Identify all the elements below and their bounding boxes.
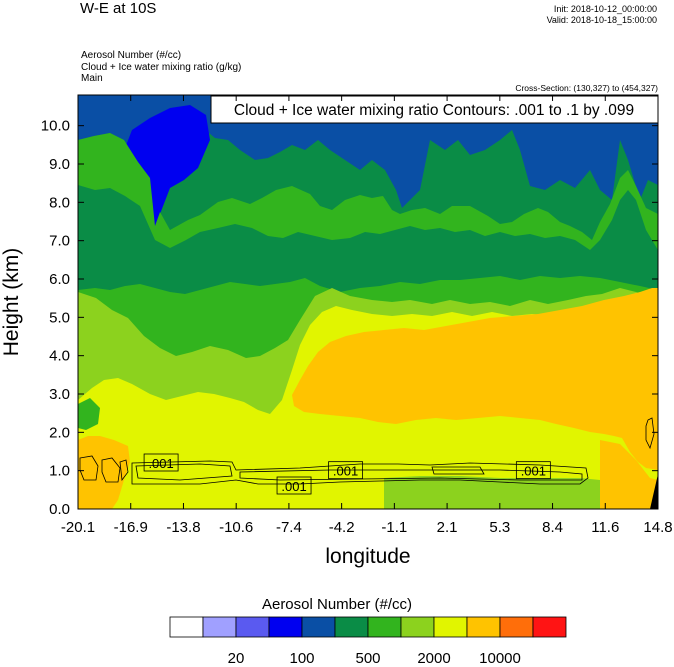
x-tick-label: 5.3 [489, 519, 510, 536]
x-tick-label: -16.9 [114, 519, 148, 536]
colorbar-swatch [268, 616, 303, 638]
y-axis: 0.0 1.0 2.0 3.0 4.0 5.0 6.0 7.0 8.0 9.0 10.0 [41, 118, 658, 518]
init-valid-times: Init: 2018-10-12_00:00:00 Valid: 2018-10… [547, 4, 657, 26]
field-orange-lower-left [78, 436, 130, 509]
contour-inner-1 [135, 463, 233, 481]
cloud-ice-contours [79, 417, 655, 485]
x-tick-label: 2.1 [437, 519, 458, 536]
field-cloud-ice: Cloud + Ice water mixing ratio (g/kg) [81, 61, 242, 73]
chart-title-box [210, 95, 659, 124]
colorbar-swatch [202, 616, 237, 638]
x-axis-label: longitude [325, 545, 410, 568]
colorbar-swatch [235, 616, 270, 638]
colorbar-label: 2000 [417, 650, 451, 667]
colorbar [169, 616, 567, 638]
x-tick-label: 11.6 [591, 519, 619, 536]
contour-label: .001 [333, 464, 358, 479]
x-tick-label: -1.1 [381, 519, 407, 536]
contour-label: .001 [521, 464, 546, 479]
x-tick-label: 14.8 [643, 519, 672, 536]
colorbar-swatch [334, 616, 369, 638]
contour-label: .001 [281, 479, 306, 494]
y-tick-label: 8.0 [49, 194, 70, 211]
field-mid-green [78, 185, 658, 294]
contour-right-edge [645, 417, 655, 450]
x-tick-label: -20.1 [61, 519, 95, 536]
contour-left-2 [101, 457, 121, 483]
colorbar-swatch [400, 616, 435, 638]
colorbar-label: 100 [289, 650, 315, 667]
field-aerosol: Aerosol Number (#/cc) [81, 50, 182, 61]
field-orange [292, 288, 658, 470]
y-tick-label: 6.0 [49, 271, 70, 288]
field-green-left [78, 398, 100, 430]
y-tick-label: 5.0 [49, 309, 70, 326]
y-tick-label: 4.0 [49, 348, 70, 365]
x-tick-label: -13.8 [166, 519, 200, 536]
colorbar-swatch [169, 616, 204, 638]
colorbar-swatch [499, 616, 534, 638]
field-descriptions: Aerosol Number (#/cc) Cloud + Ice water … [81, 50, 241, 85]
y-tick-label: 0.0 [49, 501, 70, 518]
y-tick-label: 1.0 [49, 463, 70, 480]
field-surface-green [384, 476, 600, 509]
y-tick-label: 9.0 [49, 156, 70, 173]
field-right-orange [600, 440, 658, 509]
contour-label-box [143, 453, 179, 472]
colorbar-swatch [433, 616, 468, 638]
y-tick-label: 10.0 [41, 118, 70, 135]
colorbar-swatch [532, 616, 567, 638]
chart-title: Cloud + Ice water mixing ratio Contours:… [234, 102, 634, 119]
colorbar-label: 10000 [479, 650, 521, 667]
y-tick-label: 7.0 [49, 233, 70, 250]
plot-frame [77, 94, 659, 510]
init-time: Init: 2018-10-12_00:00:00 [553, 4, 657, 14]
contour-label: .001 [148, 456, 173, 471]
y-axis-label: Height (km) [0, 248, 23, 357]
field-upper-bright-blue [125, 105, 210, 238]
x-tick-label: -4.2 [329, 519, 355, 536]
x-tick-label: 8.4 [542, 519, 563, 536]
cross-section-label: Cross-Section: (130,327) to (454,327) [515, 83, 658, 93]
x-axis: -20.1 -16.9 -13.8 -10.6 -7.4 -4.2 -1.1 2.1 5.3 8.… [61, 95, 673, 536]
x-tick-label: -10.6 [219, 519, 253, 536]
colorbar-label: 20 [227, 650, 245, 667]
field-surface-yellow [130, 476, 384, 509]
colorbar-swatch [301, 616, 336, 638]
contour-label-box [328, 461, 363, 480]
y-tick-label: 2.0 [49, 424, 70, 441]
colorbar-title: Aerosol Number (#/cc) [261, 596, 413, 613]
field-corner-dark [650, 474, 658, 509]
colorbar-label: 500 [355, 650, 381, 667]
aerosol-filled-field [78, 95, 658, 509]
contour-left-3 [119, 459, 129, 482]
contour-left-1 [79, 455, 99, 481]
contour-inner-3 [431, 466, 485, 475]
field-main: Main [81, 73, 103, 84]
x-tick-label: -7.4 [276, 519, 302, 536]
contour-label-box [515, 461, 551, 480]
colorbar-swatch [367, 616, 402, 638]
contour-label-box [276, 476, 312, 495]
plot-title: W-E at 10S [80, 0, 157, 17]
valid-time: Valid: 2018-10-18_15:00:00 [546, 15, 657, 25]
colorbar-swatch [466, 616, 501, 638]
contour-labels: .001 .001 .001 .001 [143, 453, 551, 495]
contour-inner-2 [239, 469, 583, 481]
y-tick-label: 3.0 [49, 386, 70, 403]
contour-main [131, 460, 589, 485]
